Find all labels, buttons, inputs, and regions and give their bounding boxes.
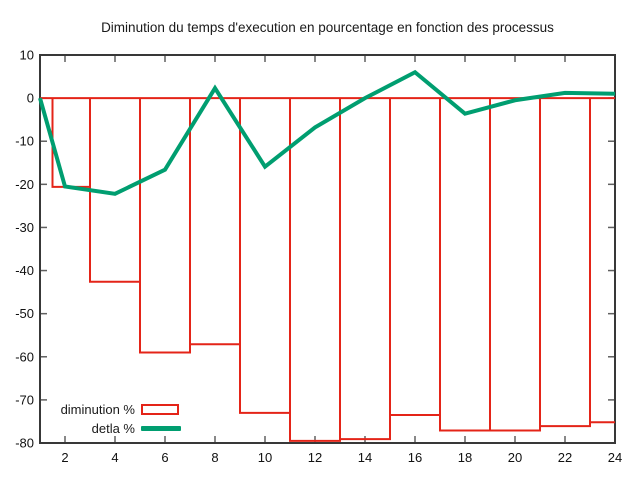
y-tick-label: -30 (15, 220, 34, 235)
x-tick-label: 22 (558, 450, 572, 465)
y-tick-label: 0 (27, 91, 34, 106)
box-bar (389, 98, 441, 416)
plot-border (39, 54, 616, 444)
box-bar (539, 98, 591, 428)
x-tick-label: 12 (308, 450, 322, 465)
y-tick-label: -80 (15, 436, 34, 451)
y-tick-label: -50 (15, 306, 34, 321)
x-tick-label: 10 (258, 450, 272, 465)
y-tick-label: -20 (15, 177, 34, 192)
x-tick-label: 4 (111, 450, 118, 465)
y-tick-label: -60 (15, 349, 34, 364)
box-bar (51, 98, 91, 188)
legend-item-diminution: diminution % (40, 400, 181, 419)
box-bar (339, 98, 391, 441)
box-bar (139, 98, 191, 354)
legend: diminution % detla % (40, 400, 181, 438)
legend-swatch-line (141, 426, 181, 431)
box-bar (589, 98, 615, 424)
legend-label-detla: detla % (91, 421, 135, 436)
x-tick-label: 6 (161, 450, 168, 465)
x-tick-label: 18 (458, 450, 472, 465)
legend-label-diminution: diminution % (60, 402, 135, 417)
x-tick-label: 24 (608, 450, 622, 465)
y-tick-label: -70 (15, 392, 34, 407)
box-bar (289, 98, 341, 442)
box-bar (189, 98, 241, 346)
legend-item-detla: detla % (40, 419, 181, 438)
chart-title: Diminution du temps d'execution en pourc… (101, 20, 554, 35)
x-tick-label: 2 (61, 450, 68, 465)
box-bar (239, 98, 291, 414)
box-bar (489, 98, 541, 432)
x-tick-label: 14 (358, 450, 372, 465)
x-tick-label: 16 (408, 450, 422, 465)
x-tick-label: 20 (508, 450, 522, 465)
legend-swatch-boxes (141, 404, 179, 415)
delta-line (38, 69, 616, 196)
box-bar (439, 98, 491, 432)
y-tick-label: -40 (15, 263, 34, 278)
x-tick-label: 8 (211, 450, 218, 465)
y-tick-label: 10 (20, 48, 34, 63)
y-tick-label: -10 (15, 134, 34, 149)
